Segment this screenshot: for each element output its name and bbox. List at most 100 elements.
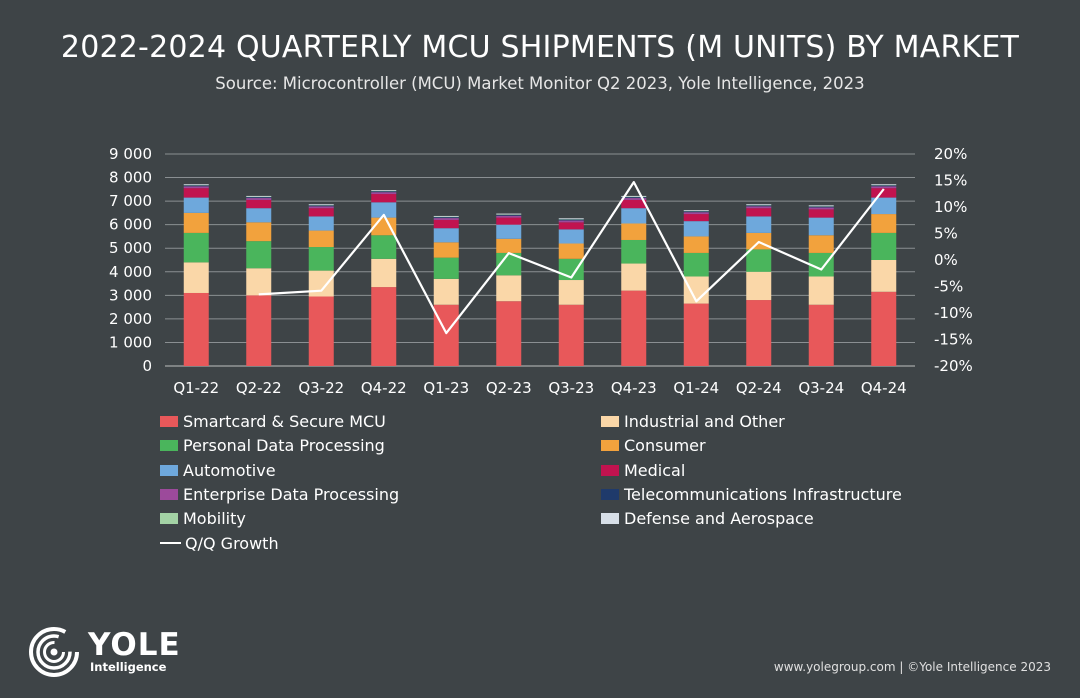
bar-segment [433, 219, 459, 229]
bar-segment [621, 223, 647, 240]
legend-label: Q/Q Growth [185, 533, 279, 553]
bar-segment [808, 206, 834, 208]
bar-segment [496, 301, 522, 366]
bar-segment [308, 208, 334, 217]
bar-segment [433, 242, 459, 258]
bar-segment [808, 235, 834, 253]
legend-swatch [601, 416, 619, 427]
chart-title: 2022-2024 QUARTERLY MCU SHIPMENTS (M UNI… [60, 30, 1020, 65]
y-tick-label: 2 000 [109, 310, 152, 328]
y2-tick-label: 15% [934, 172, 967, 190]
bar-segment [308, 206, 334, 209]
legend-swatch [601, 440, 619, 452]
legend-label: Consumer [624, 436, 706, 456]
legend-item: Telecommunications Infrastructure [601, 485, 902, 504]
y2-tick-label: 0% [934, 251, 958, 269]
legend-label: Smartcard & Secure MCU [183, 412, 386, 431]
bar-segment [183, 188, 209, 198]
legend-item: Mobility [160, 509, 246, 528]
bar-segment [308, 216, 334, 231]
bar-segment [496, 238, 522, 253]
bar-segment [558, 222, 584, 230]
bar-segment [183, 185, 209, 187]
bar-segment [621, 239, 647, 264]
bar-segment [683, 211, 709, 213]
x-tick-label: Q1-22 [173, 379, 219, 397]
bar-segment [371, 191, 397, 193]
growth-line [258, 181, 885, 335]
y-tick-label: 5 000 [109, 239, 152, 257]
bar-segment [558, 219, 584, 221]
y2-tick-label: -20% [934, 357, 973, 375]
y-tick-label: 3 000 [109, 286, 152, 304]
legend-swatch [601, 513, 619, 525]
bar-segment [308, 204, 334, 205]
y-tick-label: 8 000 [109, 169, 152, 187]
legend-item: Industrial and Other [601, 412, 785, 431]
chart-svg: 0 1 000 2 000 3 000 4 000 5 000 6 000 7 000 8 00… [109, 145, 973, 397]
y2-tick-label: -10% [934, 304, 973, 322]
bar-segment [183, 292, 209, 366]
bar-segment [183, 262, 209, 293]
legend-swatch [601, 464, 619, 476]
bar-segment [871, 232, 897, 260]
legend-label: Enterprise Data Processing [183, 484, 400, 504]
bar-segment [808, 252, 834, 277]
bar-segment [371, 287, 397, 366]
bar-segment [433, 217, 459, 219]
legend-label: Automotive [183, 460, 276, 480]
bar-segment [746, 205, 772, 207]
y-tick-label: 6 000 [109, 216, 152, 234]
x-tick-label: Q4-24 [861, 379, 907, 397]
bar-segment [808, 304, 834, 366]
x-tick-label: Q1-23 [423, 379, 469, 397]
bar-segment [371, 192, 397, 195]
bar-segment [433, 228, 459, 243]
bar-segment [183, 184, 209, 185]
logo-subtitle: Intelligence [90, 660, 167, 674]
bar-segment [746, 300, 772, 366]
bar-segment [683, 303, 709, 366]
bar-segment [183, 197, 209, 213]
legend-item: Enterprise Data Processing [160, 485, 399, 504]
bar-segment [371, 194, 397, 203]
bar-segment [683, 236, 709, 253]
bar-segment [371, 258, 397, 288]
logo-name: YOLE [88, 627, 181, 663]
bar-segment [496, 213, 522, 215]
legend-swatch [601, 488, 619, 500]
y-tick-label: 4 000 [109, 263, 152, 281]
bar-segment [871, 185, 897, 187]
bar-segment [621, 197, 647, 199]
bar-segment [496, 214, 522, 216]
bar-segment [746, 208, 772, 217]
bar-segment [621, 208, 647, 224]
bar-segment [746, 271, 772, 301]
bar-segment [871, 188, 897, 198]
legend-swatch [160, 542, 181, 544]
bar-segment [621, 263, 647, 291]
y2-tick-label: 10% [934, 198, 967, 216]
bar-segment [246, 241, 272, 269]
legend-swatch [160, 464, 178, 476]
chart-subtitle: Source: Microcontroller (MCU) Market Mon… [215, 74, 865, 93]
legend-item: Defense and Aerospace [601, 509, 814, 528]
bar-segment [871, 260, 897, 292]
y2-tick-label: -15% [934, 331, 973, 349]
y2-tick-label: 5% [934, 225, 958, 243]
x-tick-label: Q2-24 [736, 379, 782, 397]
bar-segment [558, 243, 584, 259]
bar-segment [496, 275, 522, 302]
x-tick-label: Q3-23 [548, 379, 594, 397]
bar-segment [183, 212, 209, 233]
y-tick-label: 9 000 [109, 145, 152, 163]
yole-logo-icon [29, 627, 79, 677]
bar-segment [871, 214, 897, 233]
bar-segment [871, 184, 897, 185]
bar-segment [183, 232, 209, 263]
y2-tick-label: -5% [934, 278, 963, 296]
bar-segment [308, 296, 334, 366]
bar-segment [246, 222, 272, 242]
x-tick-label: Q3-22 [298, 379, 344, 397]
bar-segment [746, 216, 772, 233]
